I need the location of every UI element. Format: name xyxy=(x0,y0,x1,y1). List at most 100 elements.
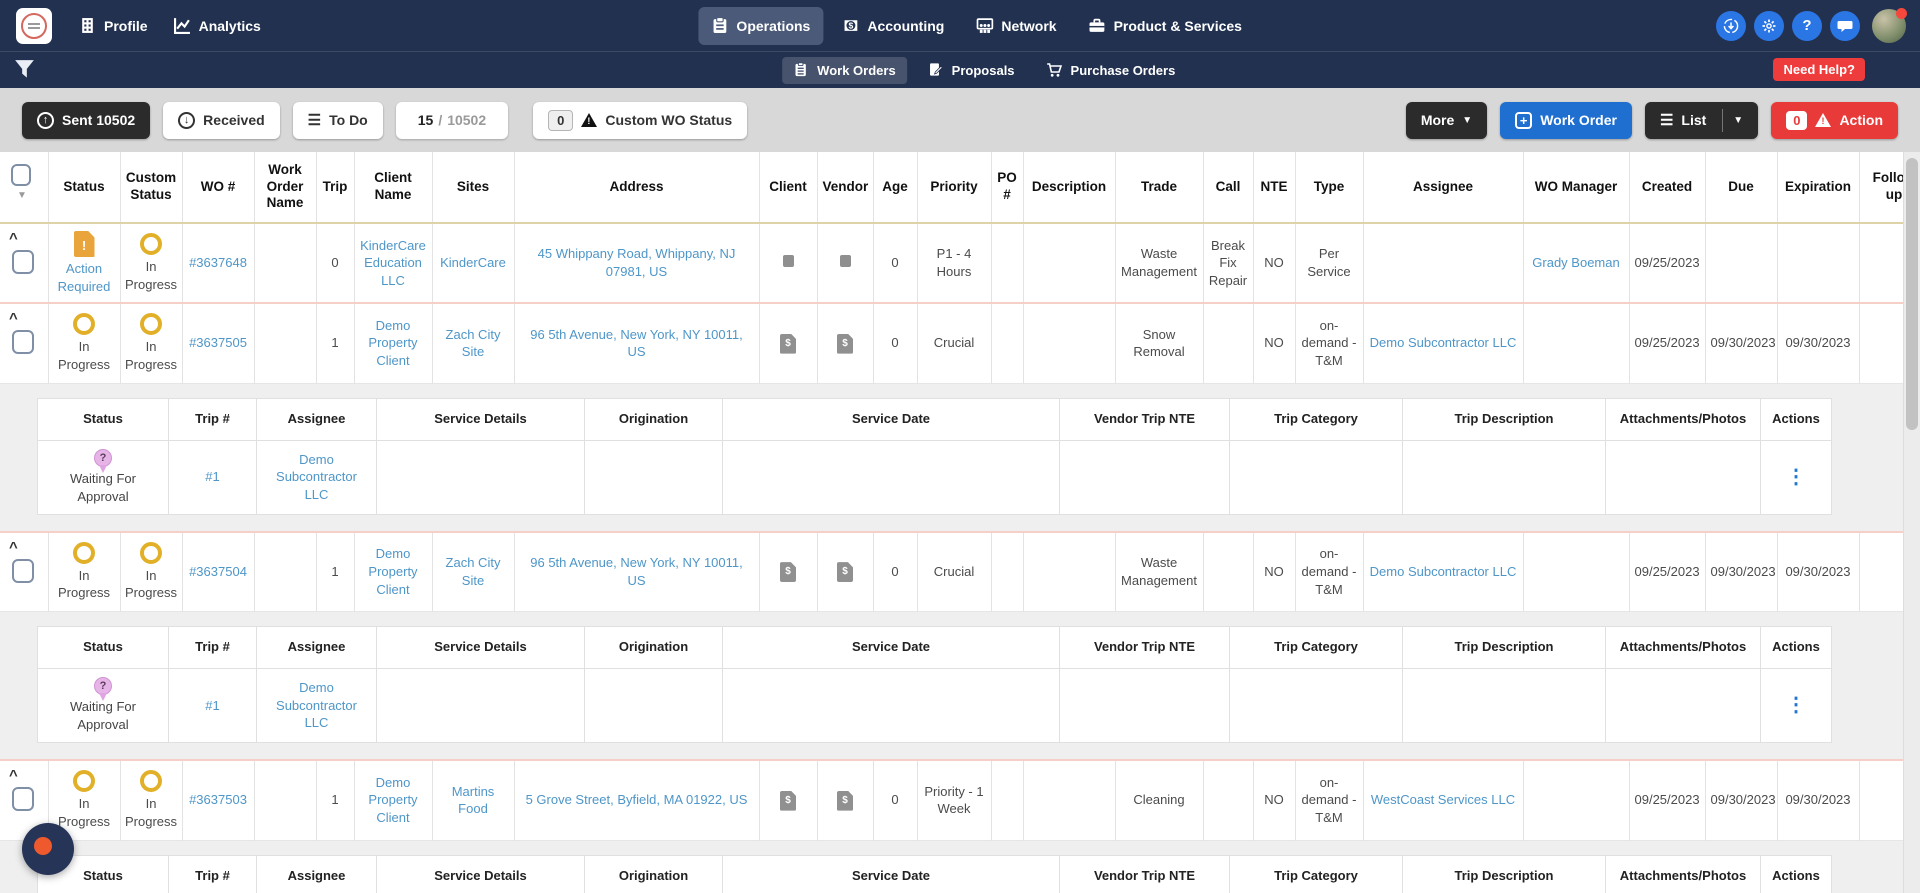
select-menu-caret[interactable]: ▼ xyxy=(17,190,27,201)
site-link[interactable]: KinderCare xyxy=(440,255,506,271)
company-logo[interactable] xyxy=(16,7,52,44)
site-link[interactable]: Zach City Site xyxy=(445,555,501,588)
col-created[interactable]: Created xyxy=(1629,152,1706,224)
chevron-down-icon[interactable]: ▼ xyxy=(1733,114,1744,126)
filter-funnel-icon[interactable] xyxy=(14,59,35,85)
col-po[interactable]: PO # xyxy=(991,152,1024,224)
row-checkbox[interactable] xyxy=(12,558,34,583)
user-avatar[interactable] xyxy=(1872,7,1907,43)
todo-filter-button[interactable]: ☰ To Do xyxy=(292,101,383,139)
nav-analytics[interactable]: Analytics xyxy=(161,7,274,45)
address-link[interactable]: 96 5th Avenue, New York, NY 10011, US xyxy=(530,326,743,360)
col-due[interactable]: Due xyxy=(1705,152,1778,224)
row-checkbox[interactable] xyxy=(12,787,34,811)
col-description[interactable]: Description xyxy=(1023,152,1116,224)
tab-products-services[interactable]: Product & Services xyxy=(1076,7,1255,45)
action-button[interactable]: 0 ! Action xyxy=(1771,101,1898,139)
nav-profile[interactable]: Profile xyxy=(66,7,161,45)
download-button[interactable] xyxy=(1716,10,1746,41)
wo-number-link[interactable]: #3637503 xyxy=(189,792,247,808)
status-link[interactable]: Action Required xyxy=(57,260,111,294)
collapse-caret[interactable]: ^ xyxy=(9,767,18,784)
col-trip[interactable]: Trip xyxy=(316,152,355,224)
tab-work-orders[interactable]: Work Orders xyxy=(782,56,907,84)
col-status[interactable]: Status xyxy=(48,152,121,224)
new-work-order-button[interactable]: + Work Order xyxy=(1500,101,1632,139)
col-client[interactable]: Client xyxy=(759,152,818,224)
col-priority[interactable]: Priority xyxy=(917,152,992,224)
vendor-square-icon[interactable] xyxy=(839,255,851,268)
invoice-doc-icon[interactable]: $ xyxy=(837,562,853,583)
custom-wo-status-button[interactable]: 0 ! Custom WO Status xyxy=(533,101,748,139)
client-name-link[interactable]: Demo Property Client xyxy=(368,774,418,826)
col-trade[interactable]: Trade xyxy=(1115,152,1204,224)
collapse-caret[interactable]: ^ xyxy=(9,310,18,327)
chat-launcher-button[interactable] xyxy=(22,823,74,875)
col-wo-number[interactable]: WO # xyxy=(182,152,255,224)
sent-filter-button[interactable]: ↑ Sent 10502 xyxy=(22,101,151,139)
col-custom-status[interactable]: Custom Status xyxy=(120,152,183,224)
assignee-link[interactable]: Demo Subcontractor LLC xyxy=(1369,335,1517,351)
col-type[interactable]: Type xyxy=(1295,152,1364,224)
invoice-doc-icon[interactable]: $ xyxy=(837,790,853,811)
row-checkbox[interactable] xyxy=(12,330,34,354)
col-wo-manager[interactable]: WO Manager xyxy=(1523,152,1630,224)
collapse-caret[interactable]: ^ xyxy=(9,538,18,556)
col-assignee[interactable]: Assignee xyxy=(1363,152,1524,224)
tab-proposals[interactable]: Proposals xyxy=(917,57,1026,84)
col-sites[interactable]: Sites xyxy=(432,152,515,224)
need-help-button[interactable]: Need Help? xyxy=(1773,58,1865,81)
vertical-scrollbar[interactable] xyxy=(1903,152,1920,893)
col-age[interactable]: Age xyxy=(873,152,918,224)
more-button[interactable]: More ▼ xyxy=(1405,101,1488,139)
wo-number-link[interactable]: #3637505 xyxy=(189,335,247,351)
col-wo-name[interactable]: Work Order Name xyxy=(254,152,317,224)
tab-accounting[interactable]: $ Accounting xyxy=(829,7,957,45)
col-nte[interactable]: NTE xyxy=(1253,152,1296,224)
client-name-link[interactable]: Demo Property Client xyxy=(368,317,418,369)
site-link[interactable]: Zach City Site xyxy=(445,326,501,360)
assignee-link[interactable]: Demo Subcontractor LLC xyxy=(1369,563,1517,579)
wo-number-link[interactable]: #3637648 xyxy=(189,255,247,271)
address-link[interactable]: 96 5th Avenue, New York, NY 10011, US xyxy=(530,555,743,588)
select-all-checkbox[interactable] xyxy=(11,164,31,186)
tab-operations[interactable]: Operations xyxy=(698,6,824,45)
col-address[interactable]: Address xyxy=(514,152,760,224)
wo-number-link[interactable]: #3637504 xyxy=(189,563,247,579)
trip-assignee-link[interactable]: Demo Subcontractor LLC xyxy=(276,680,357,731)
invoice-doc-icon[interactable]: $ xyxy=(837,333,853,354)
trip-actions-menu[interactable]: ⋮ xyxy=(1786,465,1806,488)
col-call[interactable]: Call xyxy=(1203,152,1254,224)
checklist-icon: ☰ xyxy=(307,112,322,129)
help-button[interactable]: ? xyxy=(1792,10,1822,41)
trip-actions-menu[interactable]: ⋮ xyxy=(1786,694,1806,716)
list-view-button[interactable]: ☰ List ▼ xyxy=(1644,101,1759,139)
assignee-link[interactable]: WestCoast Services LLC xyxy=(1370,792,1516,808)
tab-purchase-orders[interactable]: Purchase Orders xyxy=(1036,57,1187,84)
received-filter-button[interactable]: ↓ Received xyxy=(163,101,280,139)
invoice-doc-icon[interactable]: $ xyxy=(780,333,796,354)
trip-assignee-link[interactable]: Demo Subcontractor LLC xyxy=(276,451,357,502)
trip-header-row: Status Trip # Assignee Service Details O… xyxy=(37,854,1832,893)
address-link[interactable]: 45 Whippany Road, Whippany, NJ 07981, US xyxy=(537,246,736,279)
client-name-link[interactable]: Demo Property Client xyxy=(368,546,418,597)
site-link[interactable]: Martins Food xyxy=(451,783,495,817)
invoice-doc-icon[interactable]: $ xyxy=(780,562,796,583)
scrollbar-thumb[interactable] xyxy=(1906,158,1918,430)
client-name-link[interactable]: KinderCare Education LLC xyxy=(360,237,426,288)
invoice-doc-icon[interactable]: $ xyxy=(780,790,796,811)
row-checkbox[interactable] xyxy=(12,250,34,274)
col-client-name[interactable]: Client Name xyxy=(354,152,433,224)
wo-manager-link[interactable]: Grady Boeman xyxy=(1532,255,1620,271)
col-vendor[interactable]: Vendor xyxy=(817,152,874,224)
settings-button[interactable] xyxy=(1754,10,1784,41)
trip-number-link[interactable]: #1 xyxy=(205,469,220,485)
col-expiration[interactable]: Expiration xyxy=(1777,152,1860,224)
chat-button[interactable] xyxy=(1830,10,1860,41)
tab-network[interactable]: Network xyxy=(963,7,1069,45)
address-link[interactable]: 5 Grove Street, Byfield, MA 01922, US xyxy=(525,792,748,808)
collapse-caret[interactable]: ^ xyxy=(9,230,18,247)
type-cell: Per Service xyxy=(1295,223,1364,303)
trip-number-link[interactable]: #1 xyxy=(205,697,220,713)
vendor-square-icon[interactable] xyxy=(782,255,794,268)
